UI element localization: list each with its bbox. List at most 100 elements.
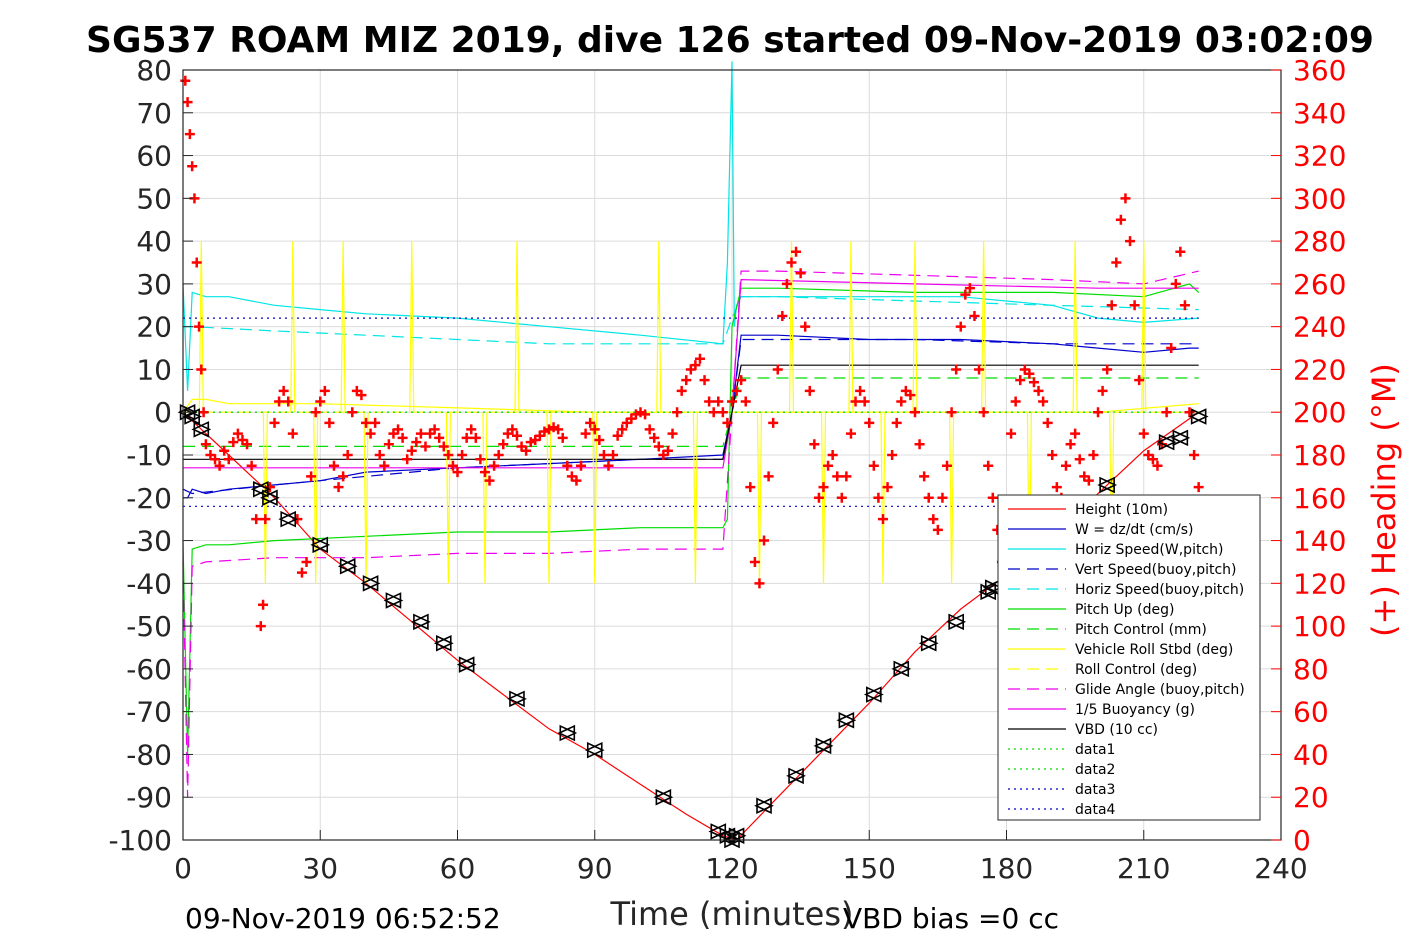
heading-point <box>919 471 930 482</box>
heading-point <box>1038 396 1049 407</box>
heading-point <box>859 396 870 407</box>
heading-point <box>1093 407 1103 418</box>
heading-point <box>845 428 856 439</box>
x-tick-label: 240 <box>1254 852 1307 885</box>
vehicle-marker-right <box>1172 429 1191 447</box>
heading-point <box>987 492 998 503</box>
heading-point <box>594 435 605 446</box>
vehicle-marker-right <box>509 690 527 708</box>
heading-point <box>365 428 376 439</box>
y-right-tick-label: 260 <box>1293 268 1346 301</box>
heading-point <box>324 417 335 428</box>
heading-point <box>214 460 225 471</box>
heading-point <box>759 535 770 546</box>
heading-point <box>923 492 934 503</box>
heading-point <box>420 441 431 452</box>
vehicle-marker-left <box>946 613 964 631</box>
roll-spike <box>445 412 451 584</box>
heading-point <box>328 460 339 471</box>
heading-point <box>443 450 454 460</box>
heading-point <box>521 445 532 456</box>
heading-point <box>589 424 600 435</box>
legend-label: Height (10m) <box>1075 502 1168 518</box>
heading-point <box>974 364 985 375</box>
heading-point <box>296 567 307 578</box>
heading-point <box>553 424 564 435</box>
y-right-tick-label: 0 <box>1293 824 1311 857</box>
roll-spike <box>880 412 886 584</box>
y-right-tick-label: 180 <box>1293 439 1346 472</box>
heading-point <box>1010 396 1021 407</box>
heading-point <box>763 471 774 482</box>
heading-point <box>274 396 285 407</box>
vehicle-marker-right <box>413 613 431 631</box>
y-right-tick-label: 320 <box>1293 140 1346 173</box>
heading-point <box>676 385 687 396</box>
heading-point <box>1125 236 1136 247</box>
heading-point <box>260 514 271 525</box>
legend-label: data3 <box>1075 782 1115 798</box>
heading-point <box>681 375 692 386</box>
heading-point <box>1147 454 1158 465</box>
heading-point <box>511 430 522 441</box>
series-line-11 <box>183 364 1199 460</box>
heading-point <box>356 390 367 401</box>
heading-point <box>1015 375 1026 386</box>
heading-point <box>603 460 614 471</box>
vehicle-marker-left <box>278 510 297 528</box>
vehicle-marker-left <box>182 408 200 425</box>
heading-point <box>1006 428 1017 439</box>
vehicle-marker-left <box>360 575 379 592</box>
heading-point <box>1033 385 1044 396</box>
heading-point <box>937 492 948 503</box>
roll-spike <box>546 412 552 584</box>
heading-point <box>942 460 953 471</box>
heading-point <box>809 439 820 450</box>
heading-point <box>855 385 866 396</box>
heading-point <box>406 445 417 456</box>
y-right-tick-label: 300 <box>1293 182 1346 215</box>
y-left-tick-label: 80 <box>136 54 172 87</box>
heading-point <box>447 460 458 471</box>
heading-point <box>891 417 902 428</box>
vehicle-marker-left <box>411 613 429 631</box>
footer-timestamp: 09-Nov-2019 06:52:52 <box>185 902 501 935</box>
y-left-tick-label: 40 <box>136 225 172 258</box>
vehicle-marker-left <box>891 660 910 678</box>
heading-point <box>438 441 449 452</box>
heading-point <box>370 417 381 428</box>
series-line-3 <box>182 338 1199 495</box>
heading-point <box>1065 439 1076 450</box>
roll-spike <box>656 241 662 413</box>
heading-point <box>873 492 884 503</box>
heading-point <box>493 450 504 460</box>
heading-point <box>818 482 829 493</box>
vehicle-marker-left <box>260 489 278 507</box>
heading-point <box>466 424 477 435</box>
vehicle-marker-left <box>1097 476 1115 494</box>
y-right-tick-label: 280 <box>1293 225 1346 258</box>
roll-spike <box>912 241 918 413</box>
heading-point <box>269 417 280 428</box>
heading-point <box>338 471 349 482</box>
legend-label: Vehicle Roll Stbd (deg) <box>1075 642 1233 658</box>
heading-point <box>951 364 962 375</box>
heading-point <box>429 424 440 435</box>
heading-point <box>964 283 975 294</box>
y-left-tick-label: -60 <box>126 653 172 686</box>
roll-spike <box>198 241 204 413</box>
legend-label: data4 <box>1075 802 1116 818</box>
legend-label: Glide Angle (buoy,pitch) <box>1075 682 1245 698</box>
heading-point <box>379 460 390 471</box>
heading-point <box>896 396 907 407</box>
heading-point <box>777 310 788 321</box>
heading-point <box>740 396 751 407</box>
heading-point <box>393 424 404 435</box>
heading-point <box>690 360 701 371</box>
vehicle-marker-right <box>435 634 454 652</box>
x-tick-label: 90 <box>577 852 613 885</box>
y-left-tick-label: 70 <box>136 97 172 130</box>
heading-point <box>1161 407 1172 418</box>
heading-point <box>415 428 426 439</box>
heading-point <box>576 460 587 471</box>
